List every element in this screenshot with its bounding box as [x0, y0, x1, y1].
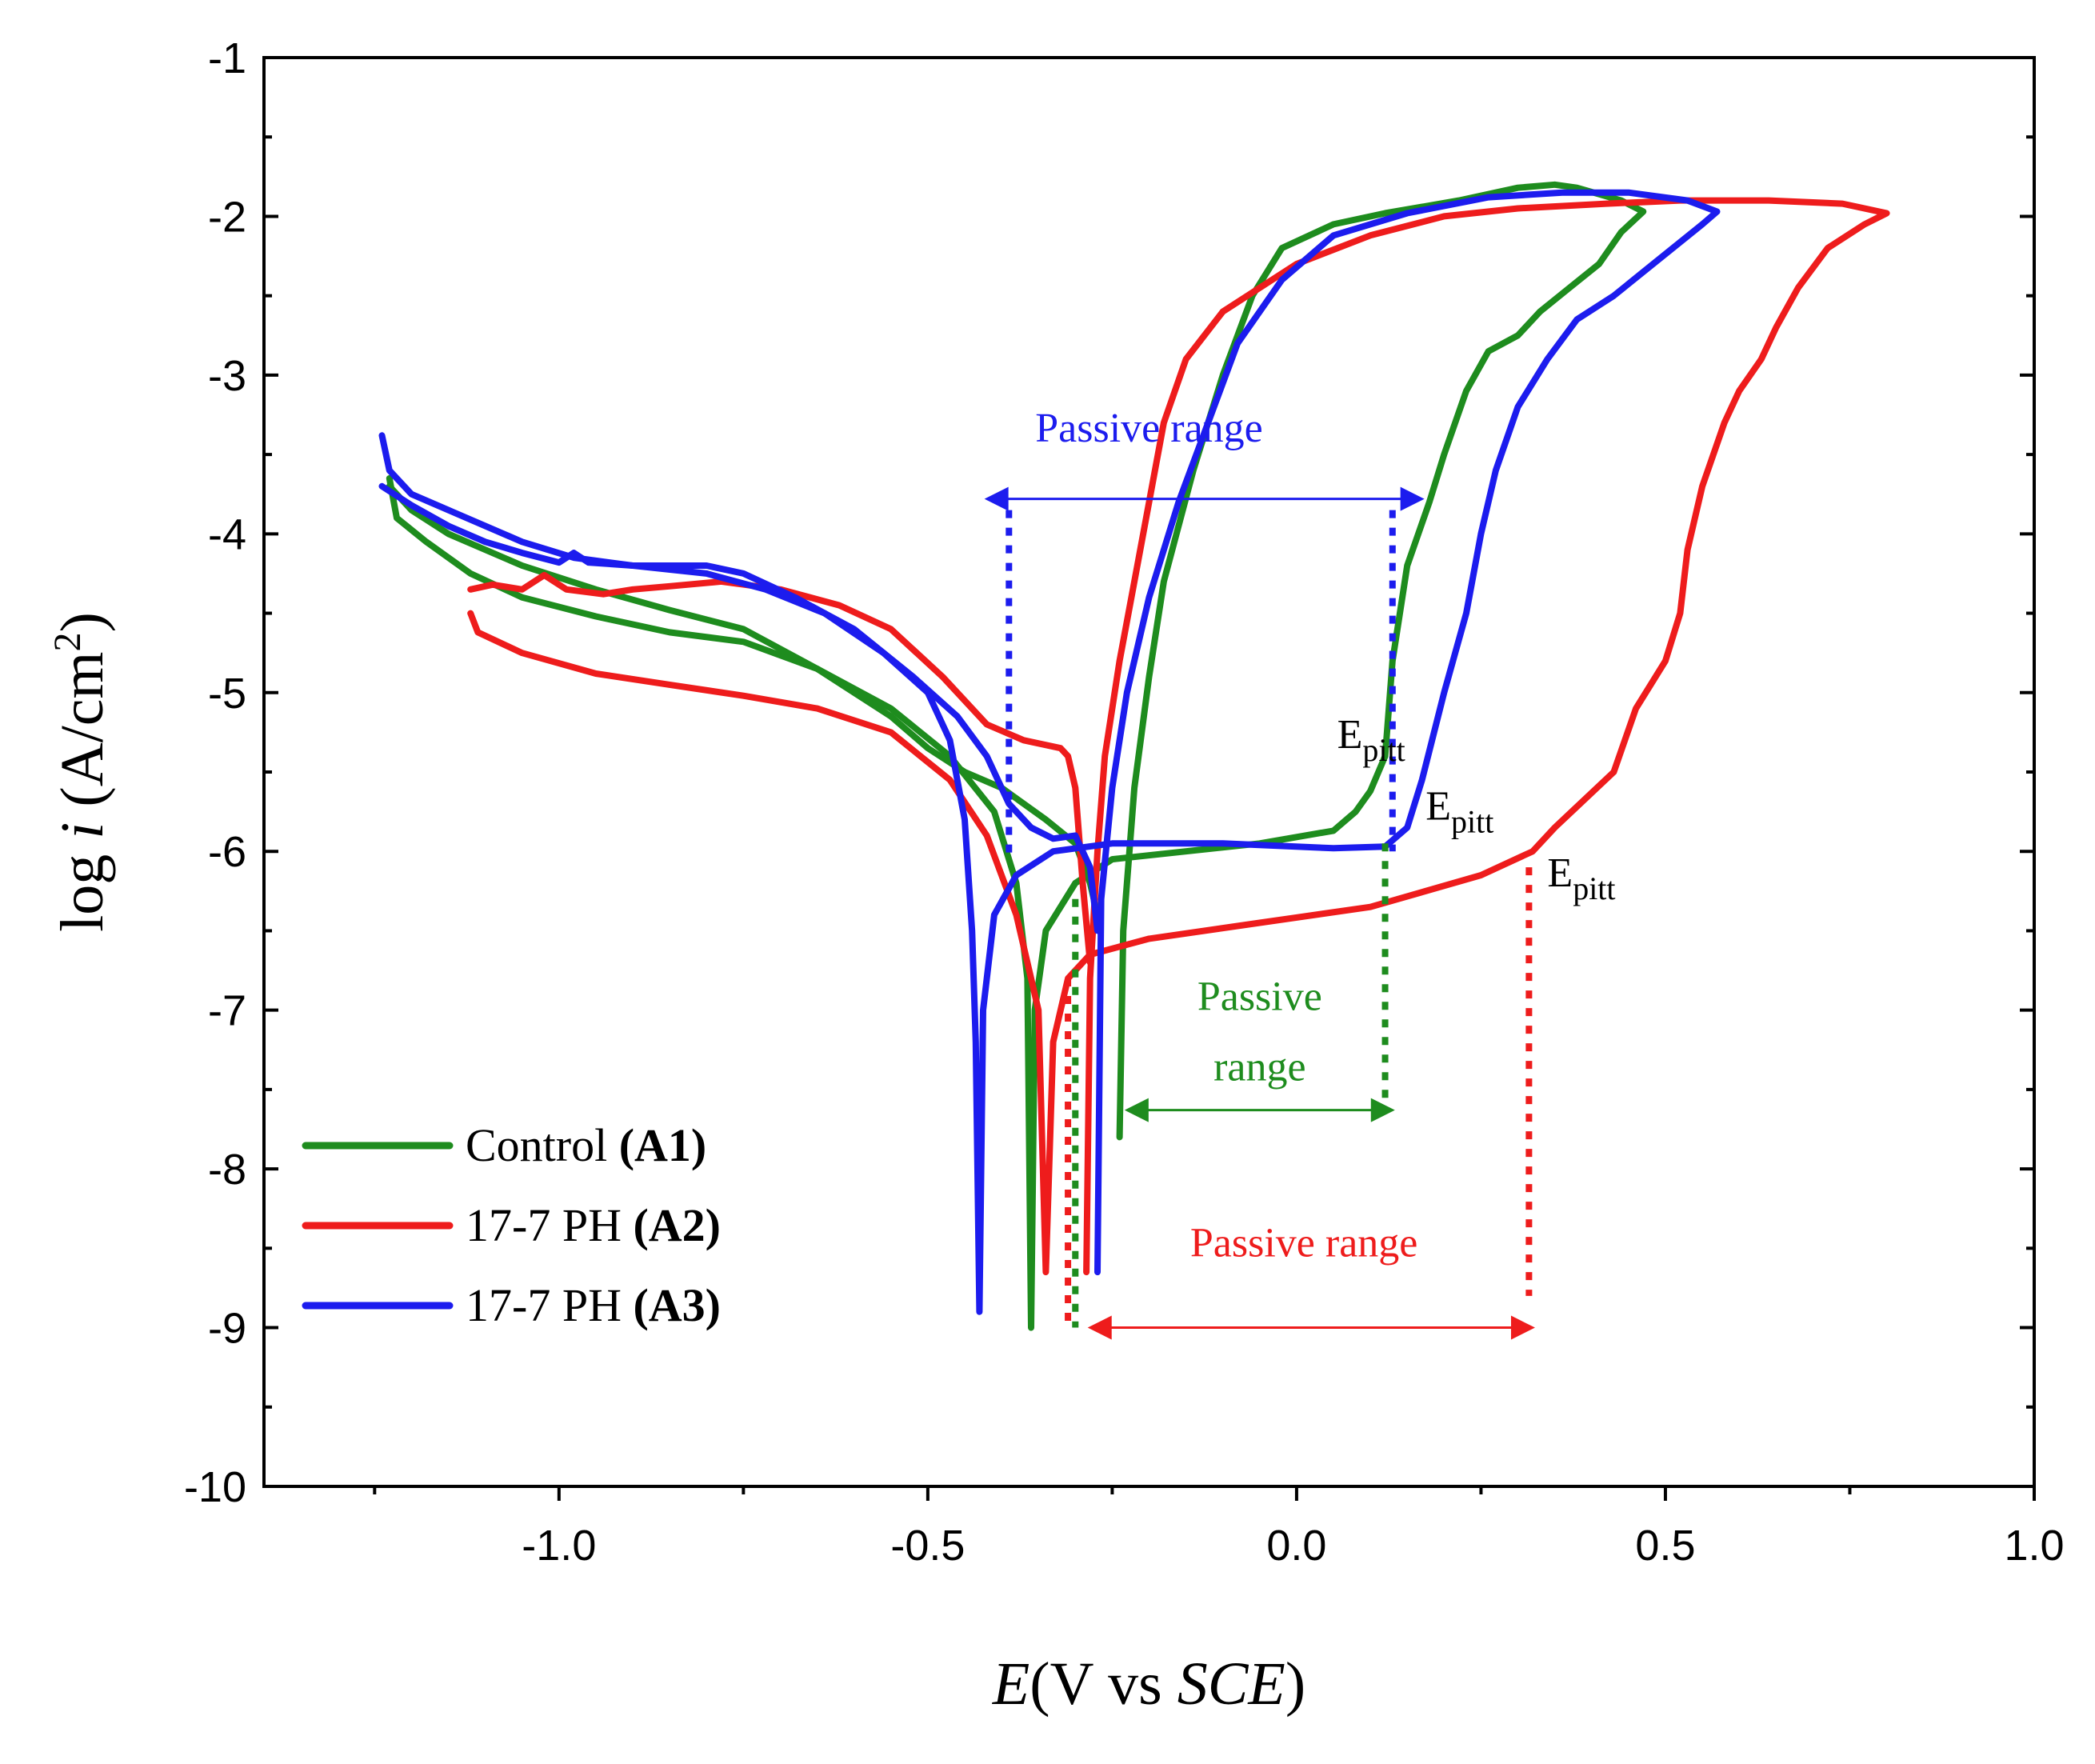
x-tick-label: -0.5 — [890, 1522, 965, 1570]
passive-a1-label-line-0: Passive — [1197, 974, 1322, 1020]
epitt-a2-label: Epitt — [1547, 850, 1615, 906]
y-tick-label: -4 — [208, 510, 246, 558]
y-tick-label: -1 — [208, 34, 246, 82]
y-axis-title-close: ) — [49, 612, 116, 632]
y-axis-title-units: (A/cm — [49, 651, 116, 822]
y-tick-label: -5 — [208, 670, 246, 718]
passive-a2-label: Passive range — [1190, 1220, 1417, 1266]
y-tick-label: -2 — [208, 193, 246, 241]
series-a3-forward-line — [378, 189, 1721, 1315]
y-tick-label: -9 — [208, 1305, 246, 1353]
legend-label-a1: Control (A1) — [466, 1119, 706, 1171]
y-axis-title-log: log — [49, 839, 116, 932]
x-tick-label: 0.5 — [1635, 1522, 1695, 1570]
epitt-a2-subscript: pitt — [1573, 870, 1615, 906]
plot-frame — [262, 56, 2036, 1488]
series-a2-reverse-line — [467, 571, 1093, 966]
y-axis-title: log i (A/cm2) — [46, 612, 116, 932]
y-axis-title-i: i — [49, 822, 116, 839]
series-a1-forward-line — [386, 181, 1647, 1331]
x-axis-title: E(V vs SCE) — [992, 1650, 1305, 1718]
epitt-a1-label: Epitt — [1337, 712, 1405, 768]
y-tick-label: -6 — [208, 828, 246, 876]
series-a3-reverse-line — [378, 482, 1101, 934]
legend-code: (A1) — [619, 1119, 707, 1171]
legend-name: Control — [466, 1119, 619, 1171]
y-tick-label: -8 — [208, 1146, 246, 1194]
legend-name: 17-7 PH — [466, 1199, 633, 1251]
y-tick-label: -10 — [184, 1463, 246, 1511]
epitt-a1-letter: E — [1337, 712, 1363, 758]
x-axis-title-e: E — [992, 1650, 1030, 1718]
y-tick-label: -3 — [208, 352, 246, 400]
x-axis-title-close: ) — [1285, 1650, 1305, 1718]
x-axis-title-units: (V vs — [1030, 1650, 1177, 1718]
x-tick-label: 0.0 — [1266, 1522, 1326, 1570]
passive-a1-label-line-1: range — [1213, 1045, 1305, 1090]
legend-code: (A2) — [633, 1199, 721, 1251]
x-tick-label: 1.0 — [2004, 1522, 2064, 1570]
legend-code: (A3) — [633, 1279, 721, 1331]
epitt-a2-letter: E — [1547, 850, 1573, 896]
epitt-a3-label: Epitt — [1425, 784, 1493, 840]
y-axis-title-superscript: 2 — [46, 632, 89, 651]
series-a1-reverse-line — [386, 482, 1101, 918]
epitt-a1-subscript: pitt — [1362, 732, 1405, 768]
series-a2-forward-line — [467, 197, 1890, 1276]
epitt-a3-letter: E — [1425, 784, 1451, 830]
x-axis-title-sce: SCE — [1177, 1650, 1285, 1718]
y-tick-label: -7 — [208, 987, 246, 1035]
x-tick-label: -1.0 — [522, 1522, 596, 1570]
epitt-a3-subscript: pitt — [1451, 804, 1493, 840]
legend-label-a2: 17-7 PH (A2) — [466, 1199, 721, 1251]
passive-a3-label: Passive range — [1035, 406, 1262, 451]
legend-label-a3: 17-7 PH (A3) — [466, 1279, 721, 1331]
legend-name: 17-7 PH — [466, 1279, 633, 1331]
